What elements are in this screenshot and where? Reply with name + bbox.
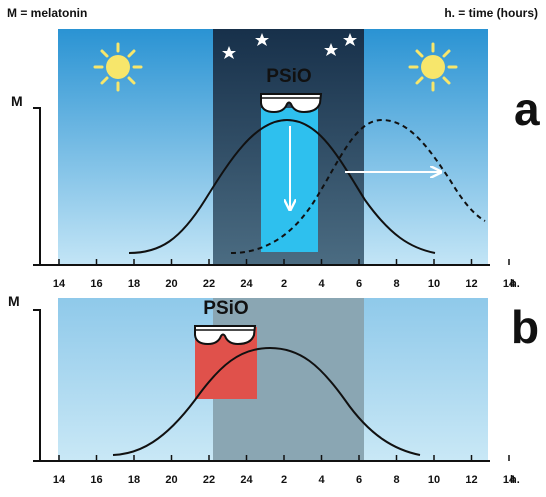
x-tick-label: 12: [465, 278, 477, 290]
x-tick-label: 10: [428, 278, 440, 290]
x-tick-label: 8: [393, 278, 399, 290]
panel-letter-b: b: [511, 301, 539, 353]
x-axis-ticks: 14 16 18 20 22 24 2 4 6 8 10 12 14: [53, 259, 516, 290]
x-tick-label: 10: [428, 474, 440, 486]
melatonin-legend: M = melatonin: [7, 6, 88, 20]
time-legend: h. = time (hours): [444, 6, 538, 20]
y-axis-label: M: [8, 293, 20, 309]
x-tick-label: 18: [128, 278, 140, 290]
x-tick-label: 2: [281, 474, 287, 486]
y-axis: [33, 107, 41, 266]
x-axis-unit: h.: [510, 278, 520, 290]
glasses-icon: [194, 325, 257, 346]
y-axis-label: M: [11, 93, 23, 109]
panel-b: PSiO M b 14 16 18 20 22 24 2 4 6 8 10 12 14 h.: [8, 293, 539, 486]
star-icon: [255, 33, 269, 46]
melatonin-curve: [112, 346, 421, 456]
melatonin-curve-shifted: [230, 118, 486, 254]
x-tick-label: 16: [90, 474, 102, 486]
x-tick-label: 22: [203, 278, 215, 290]
x-axis-ticks: 14 16 18 20 22 24 2 4 6 8 10 12 14: [53, 455, 516, 486]
x-tick-label: 8: [393, 474, 399, 486]
sun-icon: [93, 42, 143, 92]
x-tick-label: 14: [503, 474, 516, 486]
x-tick-label: 14: [53, 278, 66, 290]
panel-a: PSiO M a 14 16 18 20 22 24 2 4 6 8 10 12 14 h.: [11, 29, 540, 290]
y-axis: [33, 309, 41, 462]
glasses-icon: [260, 93, 323, 114]
x-tick-label: 12: [465, 474, 477, 486]
x-tick-label: 18: [128, 474, 140, 486]
x-tick-label: 4: [318, 278, 325, 290]
x-tick-label: 20: [165, 474, 177, 486]
x-tick-label: 6: [356, 474, 362, 486]
x-tick-label: 14: [503, 278, 516, 290]
psio-label: PSiO: [203, 298, 248, 319]
x-tick-label: 16: [90, 278, 102, 290]
star-icon: [222, 46, 236, 59]
x-tick-label: 22: [203, 474, 215, 486]
x-tick-label: 4: [318, 474, 325, 486]
x-tick-label: 6: [356, 278, 362, 290]
x-tick-label: 2: [281, 278, 287, 290]
star-icon: [343, 33, 357, 46]
panel-letter-a: a: [514, 83, 540, 135]
x-tick-label: 20: [165, 278, 177, 290]
psio-label: PSiO: [266, 66, 311, 87]
star-icon: [324, 43, 338, 56]
sun-icon: [408, 42, 458, 92]
x-tick-label: 14: [53, 474, 66, 486]
x-axis-unit: h.: [510, 474, 520, 486]
x-tick-label: 24: [240, 474, 253, 486]
x-tick-label: 24: [240, 278, 253, 290]
melatonin-curve-original: [128, 118, 436, 254]
